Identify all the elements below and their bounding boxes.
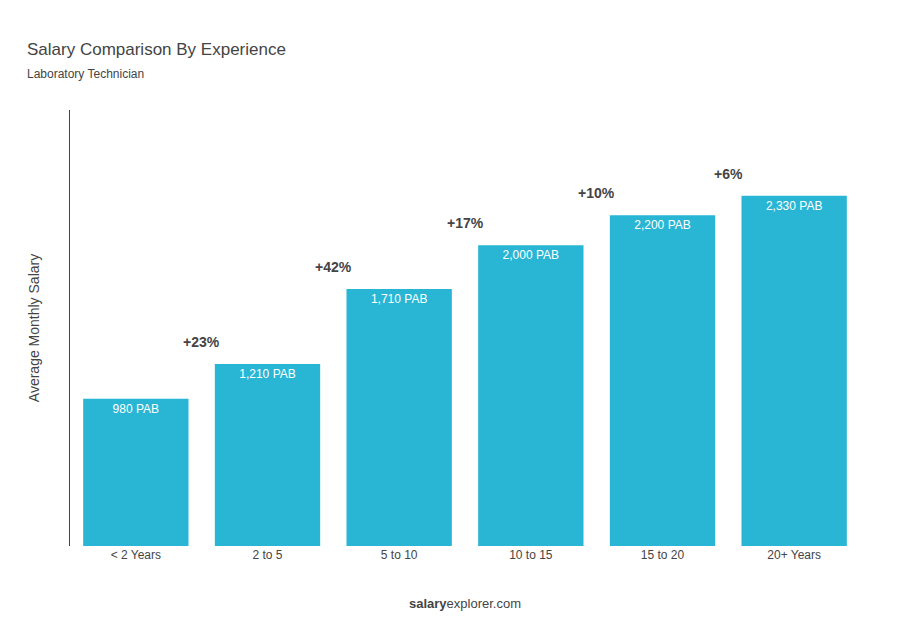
svg-text:+6%: +6% <box>714 166 743 182</box>
svg-text:< 2 Years: < 2 Years <box>111 548 161 562</box>
svg-text:10 to 15: 10 to 15 <box>509 548 553 562</box>
svg-text:2,000 PAB: 2,000 PAB <box>503 248 559 262</box>
svg-text:1,210 PAB: 1,210 PAB <box>239 367 295 381</box>
svg-text:5 to 10: 5 to 10 <box>381 548 418 562</box>
svg-text:Laboratory Technician: Laboratory Technician <box>27 67 144 81</box>
svg-text:+23%: +23% <box>183 334 220 350</box>
svg-text:2 to 5: 2 to 5 <box>252 548 282 562</box>
svg-text:Average Monthly Salary: Average Monthly Salary <box>26 254 42 402</box>
svg-text:+42%: +42% <box>315 259 352 275</box>
svg-text:20+ Years: 20+ Years <box>767 548 821 562</box>
svg-text:salaryexplorer.com: salaryexplorer.com <box>409 596 521 611</box>
svg-text:+10%: +10% <box>578 185 615 201</box>
svg-text:2,330 PAB: 2,330 PAB <box>766 199 822 213</box>
svg-text:15 to 20: 15 to 20 <box>641 548 685 562</box>
svg-text:2,200 PAB: 2,200 PAB <box>634 218 690 232</box>
svg-text:Salary Comparison By Experienc: Salary Comparison By Experience <box>27 40 286 59</box>
svg-text:+17%: +17% <box>447 215 484 231</box>
svg-text:1,710 PAB: 1,710 PAB <box>371 292 427 306</box>
svg-text:980 PAB: 980 PAB <box>113 402 159 416</box>
